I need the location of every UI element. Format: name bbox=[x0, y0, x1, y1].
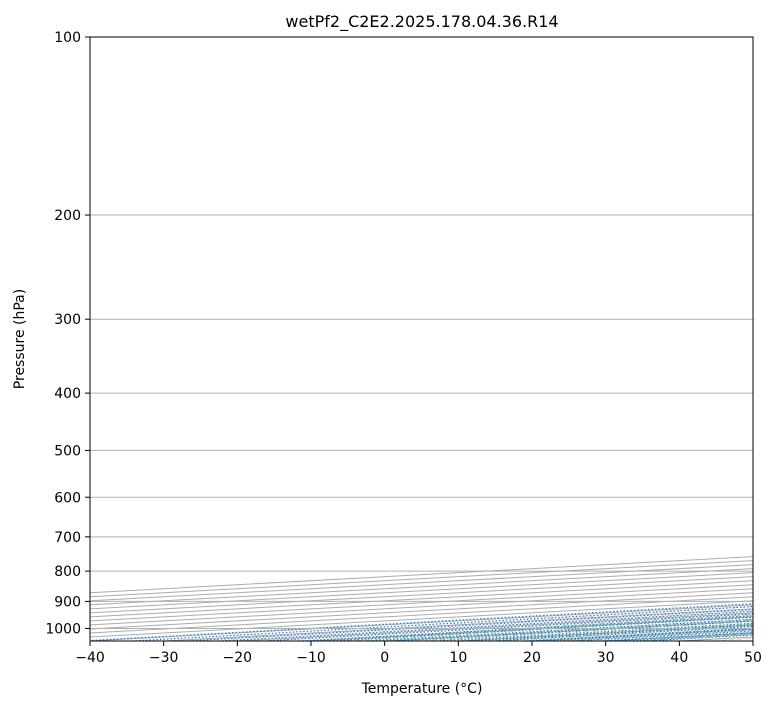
y-tick-label: 700 bbox=[54, 530, 81, 546]
x-tick-label: 10 bbox=[449, 650, 467, 666]
y-tick-label: 600 bbox=[54, 490, 81, 506]
y-tick-label: 400 bbox=[54, 386, 81, 402]
x-tick-label: −30 bbox=[149, 650, 179, 666]
plot-frame bbox=[89, 36, 754, 642]
x-tick-label: 0 bbox=[380, 650, 389, 666]
x-tick-label: −40 bbox=[75, 650, 105, 666]
x-tick-label: 40 bbox=[670, 650, 688, 666]
x-tick-label: −20 bbox=[223, 650, 253, 666]
y-tick-label: 900 bbox=[54, 594, 81, 610]
mixing-ratio-line bbox=[90, 603, 753, 641]
isobar-grid bbox=[90, 37, 753, 629]
x-tick-label: 30 bbox=[597, 650, 615, 666]
background-lines bbox=[90, 556, 753, 641]
y-tick-label: 500 bbox=[54, 443, 81, 459]
y-tick-label: 300 bbox=[54, 312, 81, 328]
y-axis-title: Pressure (hPa) bbox=[12, 289, 28, 389]
y-tick-label: 200 bbox=[54, 208, 81, 224]
y-tick-label: 800 bbox=[54, 564, 81, 580]
x-tick-label: 20 bbox=[523, 650, 541, 666]
x-axis: −40 −30 −20 −10 0 10 20 30 40 50 bbox=[75, 641, 762, 666]
x-tick-label: −10 bbox=[296, 650, 326, 666]
x-axis-title: Temperature (°C) bbox=[361, 681, 483, 697]
mixing-ratio-line bbox=[131, 605, 753, 641]
chart-title: wetPf2_C2E2.2025.178.04.36.R14 bbox=[285, 12, 558, 32]
y-tick-label: 100 bbox=[54, 30, 81, 46]
y-axis: 100 200 300 400 500 600 700 800 900 1000 bbox=[45, 30, 90, 637]
x-tick-label: 50 bbox=[744, 650, 762, 666]
y-tick-label: 1000 bbox=[45, 621, 81, 637]
